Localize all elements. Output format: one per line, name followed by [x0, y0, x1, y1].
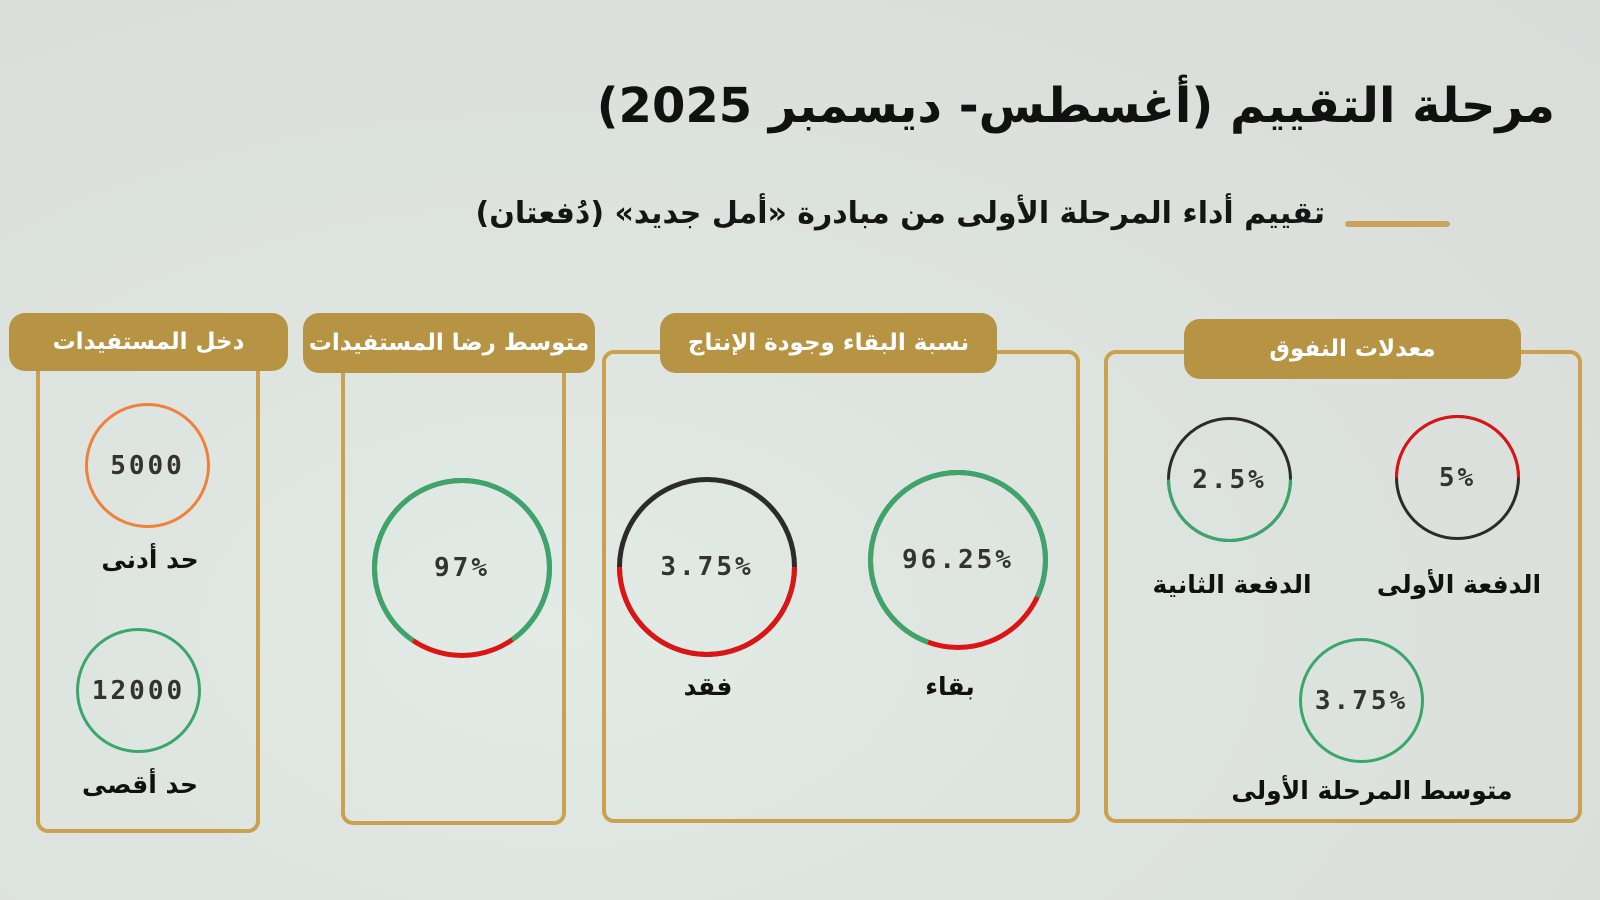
ring-arc	[1395, 415, 1520, 478]
ring-arc	[868, 470, 1048, 645]
page-subtitle: تقييم أداء المرحلة الأولى من مبادرة «أمل…	[475, 196, 1325, 231]
batch1-ring: 5%	[1395, 415, 1520, 540]
loss-label: فقد	[683, 672, 733, 701]
retention-value: 96.25%	[902, 545, 1014, 575]
batch1-label: الدفعة الأولى	[1376, 570, 1542, 599]
subtitle-accent-line	[1345, 221, 1450, 227]
ring-outline	[85, 403, 210, 528]
ring-outline	[1167, 417, 1292, 542]
satisfaction-value: 97%	[434, 553, 490, 583]
attrition-panel-tag: معدلات النفوق	[1184, 319, 1521, 379]
ring-outline	[372, 478, 552, 658]
ring-outline	[1299, 638, 1424, 763]
ring-outline	[1395, 415, 1520, 540]
income-panel-tag: دخل المستفيدات	[9, 313, 288, 371]
ring-arc	[85, 403, 210, 528]
income-max-ring: 12000	[76, 628, 201, 753]
ring-arc	[372, 478, 552, 643]
batch2-label: الدفعة الثانية	[1152, 570, 1312, 599]
ring-outline	[76, 628, 201, 753]
satisfaction-panel-tag: متوسط رضا المستفيدات	[303, 313, 595, 373]
retention-panel-tag: نسبة البقاء وجودة الإنتاج	[660, 313, 997, 373]
income-min-ring: 5000	[85, 403, 210, 528]
page-title: مرحلة التقييم (أغسطس- ديسمبر 2025)	[596, 78, 1555, 134]
average-label: متوسط المرحلة الأولى	[1231, 776, 1513, 805]
income-max-label: حد أقصى	[81, 770, 199, 799]
satisfaction-ring: 97%	[372, 478, 552, 658]
loss-ring: 3.75%	[617, 477, 797, 657]
retention-ring: 96.25%	[868, 470, 1048, 650]
ring-arc	[617, 566, 797, 657]
batch1-value: 5%	[1438, 462, 1477, 493]
batch2-ring: 2.5%	[1167, 417, 1292, 542]
batch2-value: 2.5%	[1192, 464, 1267, 495]
average-ring: 3.75%	[1299, 638, 1424, 763]
retention-label: بقاء	[925, 672, 975, 701]
income-min-value: 5000	[110, 450, 185, 481]
ring-arc	[1167, 479, 1292, 542]
average-value: 3.75%	[1314, 685, 1409, 716]
loss-value: 3.75%	[660, 552, 754, 582]
ring-outline	[868, 470, 1048, 650]
income-min-label: حد أدنى	[101, 545, 199, 574]
ring-outline	[617, 477, 797, 657]
ring-arc	[1299, 638, 1424, 763]
income-max-value: 12000	[91, 675, 186, 706]
ring-arc	[76, 628, 201, 753]
